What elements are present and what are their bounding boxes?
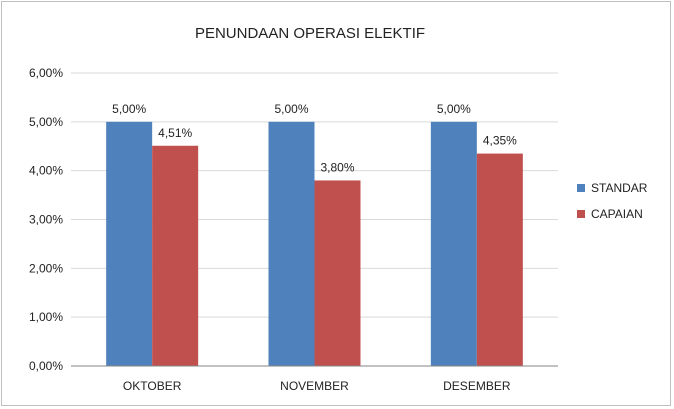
data-label: 5,00% <box>274 102 308 116</box>
bar-capaian-desember <box>476 153 523 366</box>
bars <box>106 121 523 366</box>
y-tick-label: 0,00% <box>29 359 63 373</box>
legend-label-standar: STANDAR <box>591 181 648 195</box>
chart-title: PENUNDAAN OPERASI ELEKTIF <box>195 25 425 42</box>
y-tick-label: 6,00% <box>29 66 63 80</box>
bar-standar-desember <box>430 121 477 366</box>
y-tick-label: 2,00% <box>29 261 63 275</box>
x-category-label: NOVEMBER <box>280 379 349 393</box>
legend-swatch-capaian <box>577 210 585 218</box>
data-label: 5,00% <box>112 102 146 116</box>
y-axis-ticks: 0,00% 1,00% 2,00% 3,00% 4,00% 5,00% 6,00% <box>29 66 63 373</box>
legend: STANDAR CAPAIAN <box>577 181 648 221</box>
data-label: 4,35% <box>483 134 517 148</box>
bar-standar-november <box>268 121 315 366</box>
bar-capaian-november <box>314 180 361 366</box>
x-category-label: DESEMBER <box>443 379 511 393</box>
bar-capaian-oktober <box>152 145 199 366</box>
y-tick-label: 5,00% <box>29 115 63 129</box>
bar-standar-oktober <box>106 121 153 366</box>
data-label: 5,00% <box>437 102 471 116</box>
data-label: 3,80% <box>320 160 354 174</box>
x-category-label: OKTOBER <box>123 379 182 393</box>
y-tick-label: 3,00% <box>29 213 63 227</box>
y-tick-label: 1,00% <box>29 310 63 324</box>
x-axis-categories: OKTOBER NOVEMBER DESEMBER <box>123 379 511 393</box>
data-label: 4,51% <box>158 126 192 140</box>
y-tick-label: 4,00% <box>29 164 63 178</box>
legend-swatch-standar <box>577 184 585 192</box>
data-labels: 5,00% 4,51% 5,00% 3,80% 5,00% 4,35% <box>112 102 517 175</box>
legend-label-capaian: CAPAIAN <box>591 207 643 221</box>
